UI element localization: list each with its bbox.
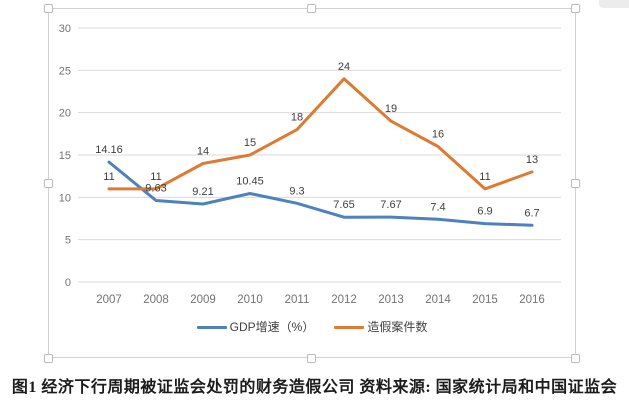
data-label: 11	[479, 171, 490, 183]
data-label: 24	[338, 61, 350, 73]
y-axis-tick-label: 0	[65, 277, 71, 289]
data-label: 10.45	[236, 176, 264, 188]
x-axis-tick-label: 2013	[378, 294, 404, 306]
data-label: 15	[244, 137, 256, 149]
gdp-growth-line-series[interactable]	[107, 160, 534, 227]
figure-caption: 图1 经济下行周期被证监会处罚的财务造假公司 资料来源: 国家统计局和中国证监会	[11, 379, 618, 396]
y-axis-tick-label: 25	[59, 65, 71, 77]
x-axis-tick-label: 2011	[285, 294, 310, 306]
selection-handle-bottom-right[interactable]	[571, 354, 580, 363]
y-axis-tick-label: 10	[59, 192, 71, 204]
y-axis-tick-label: 5	[65, 235, 71, 247]
scrollbar-fragment	[599, 0, 629, 8]
data-label: 9.21	[192, 186, 213, 198]
x-axis-tick-label: 2010	[237, 294, 263, 306]
selection-handle-middle-left[interactable]	[44, 179, 53, 188]
data-label: 11	[103, 171, 114, 183]
data-label: 19	[385, 103, 397, 115]
fraud-cases-line-series[interactable]	[107, 77, 534, 191]
data-label: 6.7	[524, 207, 539, 219]
data-label: 11	[150, 171, 161, 183]
x-axis-tick-label: 2016	[519, 294, 545, 306]
y-axis-tick-label: 15	[59, 150, 71, 162]
data-label: 13	[526, 154, 538, 166]
x-axis-tick-label: 2014	[425, 294, 451, 306]
x-axis-tick-label: 2009	[190, 294, 216, 306]
selection-handle-top-left[interactable]	[44, 4, 53, 13]
selection-handle-top-middle[interactable]	[307, 4, 316, 13]
legend-item-gdp[interactable]: GDP增速（%）	[196, 320, 315, 334]
data-label: 9.3	[289, 185, 304, 197]
selection-handle-middle-right[interactable]	[571, 179, 580, 188]
data-label: 9.63	[145, 183, 166, 195]
legend-swatch-gdp-line	[196, 325, 227, 329]
data-label: 7.4	[430, 201, 445, 213]
data-label: 18	[291, 112, 303, 124]
legend-swatch-cases-line	[334, 325, 365, 329]
chart-legend: GDP增速（%） 造假案件数	[49, 317, 575, 337]
line-chart-canvas: 0 5 10 15 20 25 30 2007 2008 2009 2010 2011 2012 2013…	[59, 23, 561, 306]
x-axis-tick-label: 2007	[96, 294, 122, 306]
data-label: 14	[197, 146, 209, 158]
selection-handle-top-right[interactable]	[571, 4, 580, 13]
x-axis-tick-label: 2012	[331, 294, 357, 306]
data-label: 14.16	[95, 144, 123, 156]
chart-object[interactable]: 0 5 10 15 20 25 30 2007 2008 2009 2010 2011 2012 2013…	[48, 8, 576, 358]
legend-item-cases[interactable]: 造假案件数	[334, 321, 427, 333]
data-label: 6.9	[477, 206, 492, 218]
x-axis-tick-label: 2015	[472, 294, 498, 306]
data-label: 7.67	[380, 199, 401, 211]
x-axis-tick-label: 2008	[143, 294, 169, 306]
selection-handle-bottom-left[interactable]	[44, 354, 53, 363]
data-label: 16	[432, 129, 444, 141]
data-label: 7.65	[333, 199, 354, 211]
legend-label-gdp: GDP增速（%）	[229, 320, 315, 334]
selection-handle-bottom-middle[interactable]	[307, 354, 316, 363]
legend-label-cases: 造假案件数	[367, 320, 428, 334]
y-axis-tick-label: 20	[59, 108, 71, 120]
y-axis-tick-label: 30	[59, 23, 71, 35]
